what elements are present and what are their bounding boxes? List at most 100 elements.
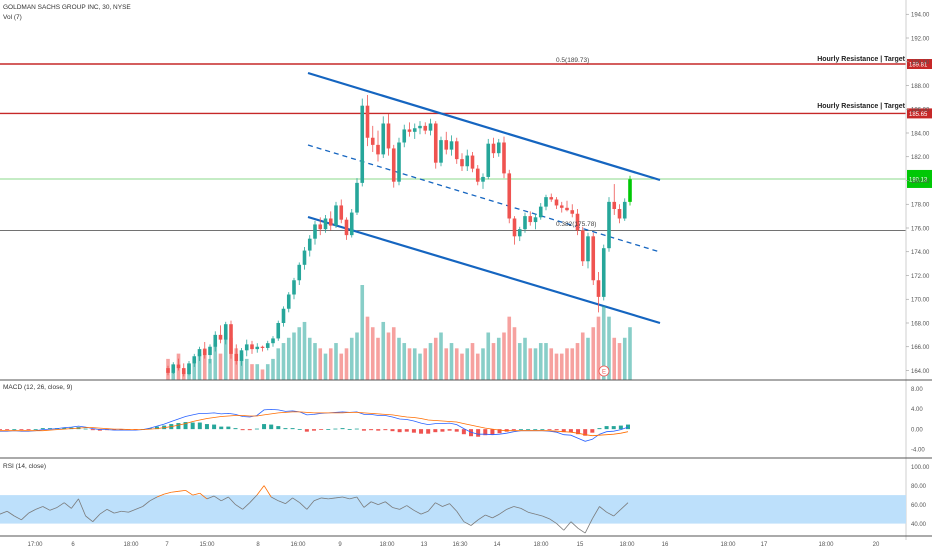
candle-body [250,344,254,350]
time-tick-label: 15 [577,542,584,548]
rsi-segment [321,497,329,500]
price-tick-label: 182.00 [911,155,930,161]
macd-histogram-bar [190,422,195,430]
time-tick-label: 18:00 [818,542,834,548]
macd-histogram-bar [62,427,67,430]
volume-bar [517,343,522,380]
volume-bar [260,369,265,380]
rsi-segment [85,515,94,523]
rsi-segment [499,509,507,515]
rsi-segment [171,490,179,493]
volume-bar [318,348,323,380]
macd-histogram-bar [290,428,295,430]
macd-histogram-bar [561,429,566,433]
volume-bar [528,348,533,380]
candle-body [202,349,207,356]
candle-body [596,280,601,297]
macd-histogram-bar [26,429,31,430]
price-tick-label: 194.00 [911,13,930,19]
volume-bar [544,343,548,380]
volume-bar [460,353,464,380]
candle-body [218,334,223,340]
macd-histogram-bar [212,424,217,430]
macd-signal-line [0,411,629,437]
candle-body [444,140,449,150]
rsi-segment [435,502,443,507]
rsi-segment [570,521,579,529]
volume-bar [213,343,218,380]
volume-bar [255,364,260,380]
volume-bar [192,358,197,380]
candle-body [491,143,496,154]
candle-body [381,123,386,155]
volume-bar [622,337,627,380]
candle-body [565,207,569,211]
volume-bar [302,321,307,380]
candle-body [449,141,454,150]
macd-histogram-bar [33,429,38,430]
earnings-marker[interactable]: E [598,365,610,377]
macd-histogram-bar [119,429,124,431]
rsi-segment [149,496,158,502]
macd-histogram-bar [440,429,445,432]
volume-bar [229,337,233,380]
resistance-price-label: 189.81 [909,63,928,69]
volume-bar [449,343,454,380]
macd-histogram-bar [461,429,466,435]
candle-body [465,155,470,167]
macd-histogram-bar [476,429,481,437]
volume-bar [617,343,622,380]
candle-body [512,218,517,237]
candle-body [213,334,218,347]
rsi-segment [370,501,379,505]
candle-body [323,218,328,230]
candle-body [570,210,575,214]
volume-bar [523,337,527,380]
volume-bar [407,348,412,380]
rsi-segment [135,506,143,510]
candle-body [412,128,417,132]
rsi-segment [399,505,407,510]
rsi-label: RSI (14, close) [3,463,46,470]
candle-body [523,216,527,230]
rsi-segment [513,506,522,509]
rsi-segment [328,497,336,500]
volume-bar [496,337,501,380]
macd-histogram-bar [419,429,424,434]
rsi-segment [213,495,222,502]
rsi-segment [535,513,543,517]
price-tick-label: 186.00 [911,108,930,114]
volume-bar [328,348,333,380]
volume-bar [276,348,281,380]
macd-histogram-bar [454,429,459,432]
volume-bar [591,327,596,380]
rsi-segment [613,509,622,517]
volume-bar [628,327,632,380]
rsi-segment [56,502,65,508]
candle-body [517,229,522,237]
candle-body [601,248,606,297]
rsi-segment [42,506,51,511]
candle-body [533,217,538,223]
volume-bar [297,327,302,380]
macd-histogram-bar [326,429,331,430]
rsi-segment [442,503,450,507]
macd-histogram-bar [383,429,388,431]
volume-bar [607,316,611,380]
candle-body [486,143,491,177]
rsi-segment [563,521,572,531]
rsi-pane: 100.00 80.00 60.00 40.00 [0,465,930,534]
candle-body [481,176,485,182]
rsi-segment [178,489,186,492]
resistance-mid-label: Hourly Resistance | Target [817,103,905,110]
rsi-segment [584,518,593,534]
rsi-segment [591,506,600,520]
macd-line [0,408,629,442]
candle-body [313,224,317,239]
macd-histogram-bar [12,429,17,430]
green-level-label: 180.13 [909,177,928,183]
candle-body [260,346,265,348]
price-tick-label: 172.00 [911,274,930,280]
rsi-segment [278,500,286,505]
rsi-segment [378,501,386,505]
